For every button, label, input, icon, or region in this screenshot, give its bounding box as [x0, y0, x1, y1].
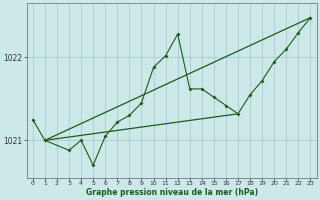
X-axis label: Graphe pression niveau de la mer (hPa): Graphe pression niveau de la mer (hPa) [85, 188, 258, 197]
